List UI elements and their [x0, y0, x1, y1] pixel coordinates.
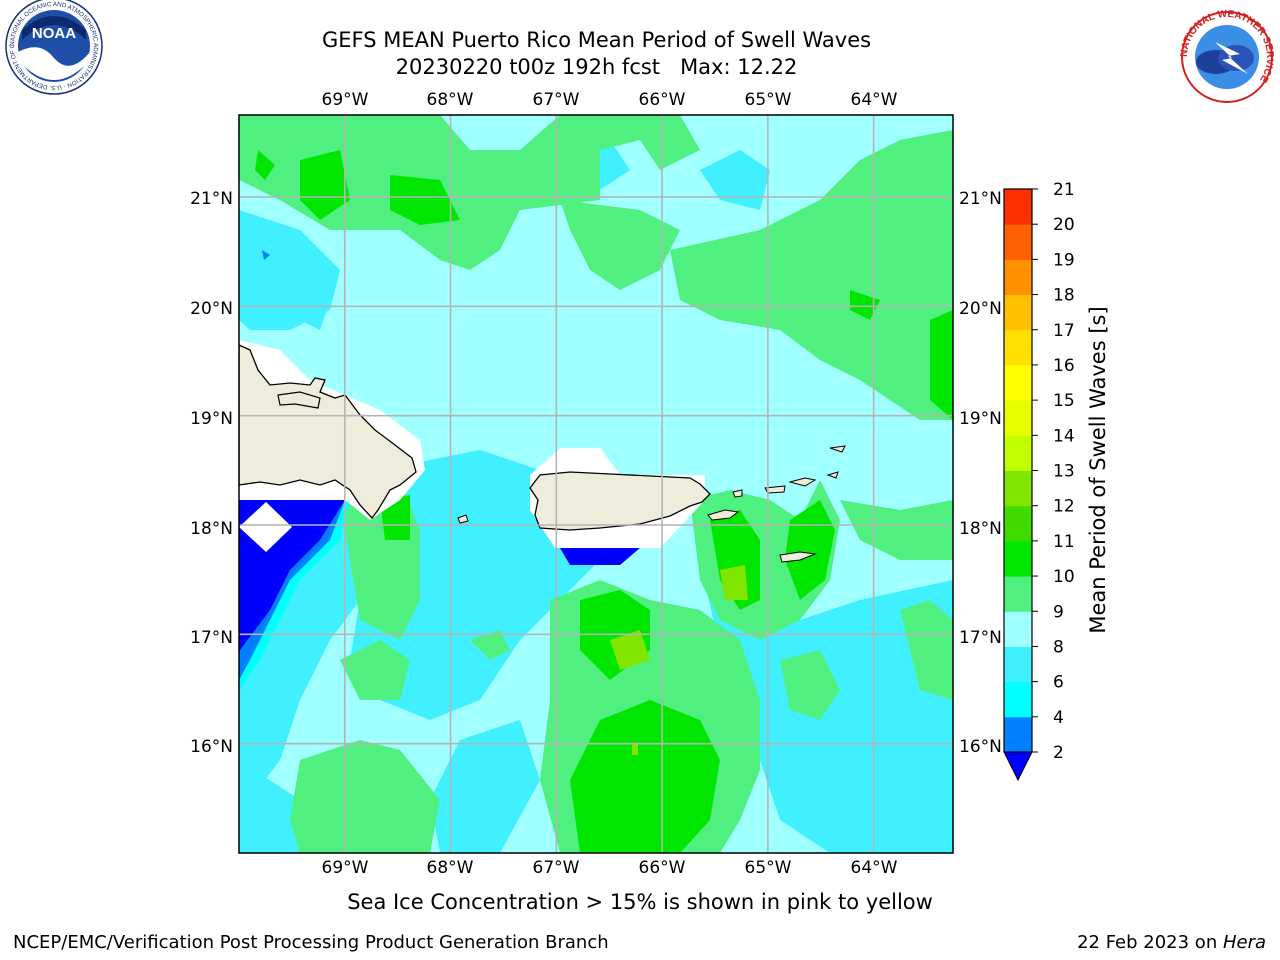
colorbar-cell: [1004, 540, 1032, 577]
colorbar-label: 9: [1053, 602, 1064, 622]
lon-tick-label: 67°W: [533, 90, 580, 110]
colorbar-cell: [1004, 294, 1032, 331]
lon-tick-label: 64°W: [851, 858, 898, 878]
st-croix-island: [779, 551, 817, 563]
colorbar-cell: [1004, 259, 1032, 296]
footer-credit: NCEP/EMC/Verification Post Processing Pr…: [13, 932, 609, 953]
lon-tick-label: 66°W: [639, 90, 686, 110]
lon-tick-labels-bottom: 69°W 68°W 67°W 66°W 65°W 64°W: [322, 858, 898, 878]
colorbar-label: 18: [1053, 286, 1075, 306]
lat-tick-labels-right: 21°N 20°N 19°N 18°N 17°N 16°N: [959, 189, 1002, 757]
colorbar-cell: [1004, 611, 1032, 647]
colorbar-cell: [1004, 329, 1032, 366]
chart-subtitle: 20230220 t00z 192h fcst Max: 12.22: [395, 55, 798, 79]
lon-tick-label: 65°W: [745, 858, 792, 878]
tortola-island: [788, 477, 817, 487]
colorbar-cell: [1004, 435, 1032, 471]
map-plot-area: [239, 115, 953, 853]
colorbar: 21 20 19 18 17 16 15 14 13 12 11 10 9 8 6 4 2 Mean Perio…: [1003, 180, 1110, 782]
colorbar-cell: [1004, 470, 1032, 507]
lat-tick-label: 19°N: [190, 409, 233, 429]
colorbar-label: 10: [1053, 567, 1075, 587]
lat-tick-label: 17°N: [959, 628, 1002, 648]
colorbar-extend-arrow: [1003, 751, 1033, 782]
gonave-island: [277, 391, 321, 409]
chart-title: GEFS MEAN Puerto Rico Mean Period of Swe…: [321, 28, 872, 52]
colorbar-label: 14: [1053, 426, 1075, 446]
lat-tick-label: 21°N: [190, 189, 233, 209]
footer-date-text: 22 Feb 2023 on: [1077, 932, 1223, 953]
lat-tick-label: 18°N: [190, 519, 233, 539]
colorbar-cell: [1004, 364, 1032, 401]
colorbar-label: 16: [1053, 356, 1075, 376]
colorbar-label: 17: [1053, 321, 1075, 341]
field-10-11: [255, 150, 953, 853]
lat-tick-label: 20°N: [190, 299, 233, 319]
colorbar-label: 12: [1053, 497, 1075, 517]
colorbar-cell: [1004, 224, 1032, 260]
lat-tick-labels-left: 21°N 20°N 19°N 18°N 17°N 16°N: [190, 189, 233, 757]
colorbar-cell: [1004, 716, 1032, 753]
map-frame: [238, 114, 954, 854]
sea-ice-caption: Sea Ice Concentration > 15% is shown in …: [347, 890, 933, 914]
colorbar-cell: [1004, 646, 1032, 683]
colorbar-cell: [1004, 189, 1032, 225]
footer-date: 22 Feb 2023 on Hera: [1077, 932, 1266, 953]
colorbar-cell: [1004, 681, 1032, 718]
lon-tick-label: 65°W: [745, 90, 792, 110]
colorbar-title: Mean Period of Swell Waves [s]: [1086, 306, 1110, 633]
lat-tick-label: 18°N: [959, 519, 1002, 539]
virgin-gorda-island: [826, 471, 839, 479]
lat-tick-label: 16°N: [190, 737, 233, 757]
colorbar-label: 20: [1053, 215, 1075, 235]
national-weather-service-logo: NATIONAL WEATHER SERVICE: [1179, 9, 1275, 103]
puerto-rico-land: [529, 471, 711, 531]
mona-island: [457, 514, 469, 524]
lon-tick-label: 68°W: [427, 90, 474, 110]
colorbar-label: 8: [1053, 637, 1064, 657]
lat-tick-label: 19°N: [959, 409, 1002, 429]
colorbar-cell: [1004, 400, 1032, 436]
colorbar-label: 2: [1053, 743, 1064, 763]
hispaniola-land: [239, 344, 417, 520]
lat-tick-label: 21°N: [959, 189, 1002, 209]
st-thomas-island: [764, 485, 786, 494]
colorbar-cell: [1004, 576, 1032, 612]
lon-tick-label: 66°W: [639, 858, 686, 878]
lon-tick-labels-top: 69°W 68°W 67°W 66°W 65°W 64°W: [322, 90, 898, 110]
vieques-island: [707, 509, 740, 521]
colorbar-label: 19: [1053, 250, 1075, 270]
lat-tick-label: 16°N: [959, 737, 1002, 757]
lon-tick-label: 67°W: [533, 858, 580, 878]
colorbar-label: 4: [1053, 708, 1064, 728]
colorbar-label: 6: [1053, 673, 1064, 693]
noaa-logo: NOAA NATIONAL OCEANIC AND ATMOSPHERIC AD…: [0, 0, 103, 95]
colorbar-label: 15: [1053, 391, 1075, 411]
colorbar-cell: [1004, 505, 1032, 542]
lon-tick-label: 69°W: [322, 90, 369, 110]
lon-tick-label: 69°W: [322, 858, 369, 878]
colorbar-label: 21: [1053, 180, 1075, 200]
noaa-logo-text: NOAA: [32, 25, 76, 42]
lat-tick-label: 17°N: [190, 628, 233, 648]
colorbar-label: 13: [1053, 462, 1075, 482]
field-11-12: [610, 565, 748, 755]
anegada-island: [829, 445, 846, 453]
colorbar-label: 11: [1053, 532, 1075, 552]
graticule: [239, 115, 953, 853]
footer-host: Hera: [1222, 932, 1266, 953]
lon-tick-label: 68°W: [427, 858, 474, 878]
culebra-island: [732, 489, 743, 498]
lon-tick-label: 64°W: [851, 90, 898, 110]
lat-tick-label: 20°N: [959, 299, 1002, 319]
